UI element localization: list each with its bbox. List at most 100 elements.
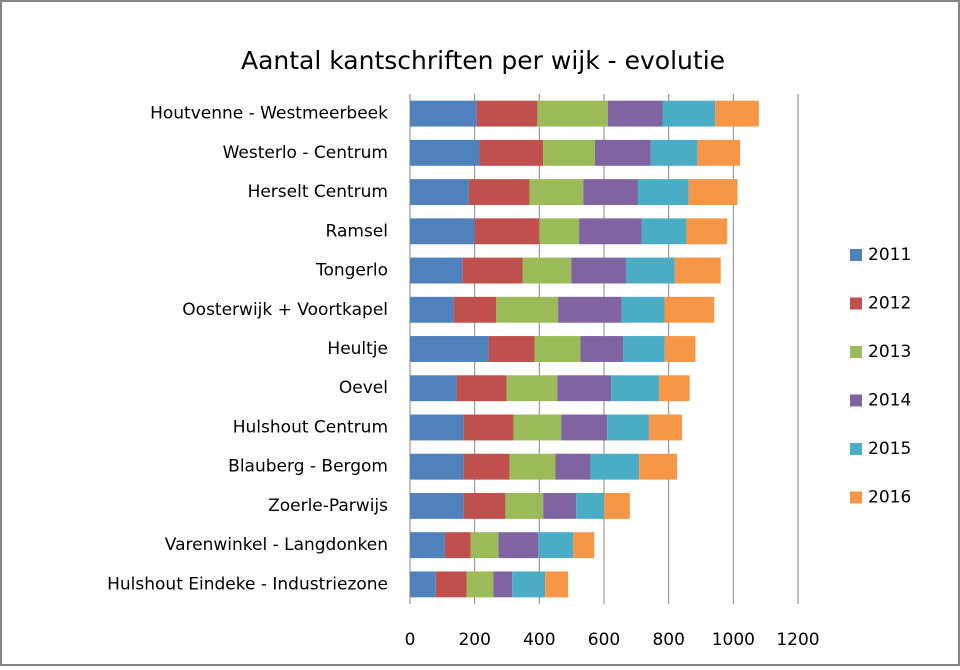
x-tick-label: 600 <box>588 630 620 650</box>
y-tick-label: Oosterwijk + Voortkapel <box>182 300 388 320</box>
bar <box>539 218 580 245</box>
bar <box>607 100 663 127</box>
bar <box>537 100 608 127</box>
bar <box>474 218 540 245</box>
bar <box>538 532 574 559</box>
bar <box>623 336 665 362</box>
bar <box>648 414 682 441</box>
bar <box>558 296 622 323</box>
bar <box>453 296 497 323</box>
bar <box>662 100 716 127</box>
bar <box>664 296 715 323</box>
bar <box>543 492 577 519</box>
bar <box>493 571 513 598</box>
legend-swatch <box>850 443 862 455</box>
bar <box>410 571 436 598</box>
bar <box>410 492 464 519</box>
bar <box>513 414 562 441</box>
bar <box>576 492 604 519</box>
y-tick-label: Herselt Centrum <box>248 182 388 202</box>
bar <box>561 414 608 441</box>
bar <box>545 571 569 598</box>
bar <box>529 179 584 206</box>
bar <box>496 296 559 323</box>
y-tick-label: Ramsel <box>326 221 388 241</box>
bar <box>543 139 595 166</box>
legend-label: 2013 <box>868 342 911 362</box>
bar <box>664 336 696 362</box>
bar <box>534 336 581 362</box>
bar <box>650 139 698 166</box>
bar <box>590 453 640 480</box>
bar <box>686 218 728 245</box>
bar <box>697 139 741 166</box>
bar <box>639 453 678 480</box>
legend-label: 2012 <box>868 294 911 314</box>
y-tick-label: Heultje <box>327 339 388 359</box>
x-tick-label: 200 <box>458 630 490 650</box>
bar <box>637 179 689 206</box>
bar <box>674 257 721 284</box>
bar <box>611 375 659 402</box>
bar <box>488 336 535 362</box>
x-tick-label: 1200 <box>776 630 819 650</box>
bar <box>506 375 558 402</box>
chart-title: Aantal kantschriften per wijk - evolutie <box>241 46 725 75</box>
bar <box>625 257 675 284</box>
bar <box>621 296 665 323</box>
y-tick-label: Varenwinkel - Langdonken <box>165 535 388 555</box>
bar <box>498 532 539 559</box>
legend-label: 2011 <box>868 245 911 265</box>
y-tick-label: Zoerle-Parwijs <box>268 496 388 516</box>
bar <box>456 375 507 402</box>
bar <box>555 453 591 480</box>
bar <box>715 100 759 127</box>
bar <box>583 179 638 206</box>
legend-swatch <box>850 491 862 504</box>
legend-swatch <box>850 394 862 407</box>
bar <box>641 218 687 245</box>
bar <box>462 257 523 284</box>
bar <box>557 375 612 402</box>
y-tick-label: Tongerlo <box>315 261 388 281</box>
bar <box>410 414 464 441</box>
bar <box>604 492 630 519</box>
bar <box>410 296 454 323</box>
bar <box>688 179 738 206</box>
bar <box>410 257 463 284</box>
bar <box>470 532 499 559</box>
legend-swatch <box>850 346 862 358</box>
x-tick-label: 400 <box>523 630 555 650</box>
bar <box>479 139 544 166</box>
bar <box>658 375 690 402</box>
bar <box>410 100 477 127</box>
bar <box>444 532 471 559</box>
bar <box>463 453 510 480</box>
bar <box>476 100 538 127</box>
y-tick-label: Blauberg - Bergom <box>228 457 388 477</box>
bar <box>463 492 506 519</box>
legend-label: 2015 <box>868 439 911 459</box>
bar <box>573 532 595 559</box>
bar <box>580 336 624 362</box>
bar <box>410 336 489 362</box>
bar <box>410 139 480 166</box>
bar <box>468 179 530 206</box>
legend-label: 2016 <box>868 488 911 508</box>
bar <box>410 218 475 245</box>
bar <box>435 571 467 598</box>
y-tick-label: Westerlo - Centrum <box>223 143 388 163</box>
bar <box>466 571 494 598</box>
bar <box>410 179 469 206</box>
x-tick-label: 800 <box>652 630 684 650</box>
bar <box>463 414 514 441</box>
bar <box>607 414 649 441</box>
y-tick-label: Hulshout Eindeke - Industriezone <box>107 574 388 594</box>
bar <box>579 218 642 245</box>
bar <box>505 492 544 519</box>
legend-swatch <box>850 249 862 261</box>
x-tick-label: 0 <box>405 630 416 650</box>
bar <box>410 453 464 480</box>
